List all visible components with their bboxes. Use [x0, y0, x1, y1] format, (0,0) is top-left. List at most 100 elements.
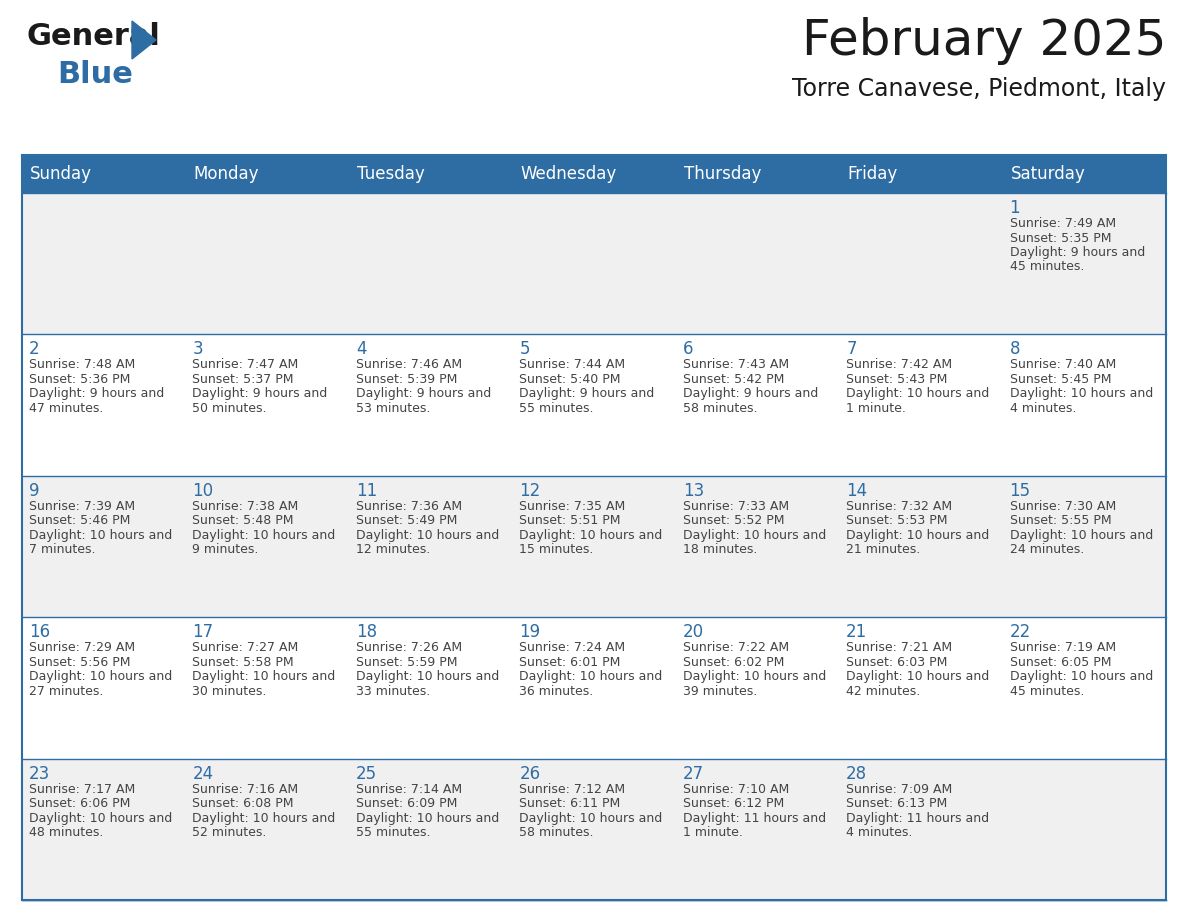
Text: Daylight: 9 hours and: Daylight: 9 hours and	[192, 387, 328, 400]
Text: Daylight: 10 hours and: Daylight: 10 hours and	[192, 670, 336, 683]
Text: Sunset: 6:06 PM: Sunset: 6:06 PM	[29, 797, 131, 810]
Text: 1 minute.: 1 minute.	[683, 826, 742, 839]
Text: 16: 16	[29, 623, 50, 641]
Text: 9 minutes.: 9 minutes.	[192, 543, 259, 556]
Text: 8: 8	[1010, 341, 1020, 358]
Text: 48 minutes.: 48 minutes.	[29, 826, 103, 839]
Text: Sunset: 5:49 PM: Sunset: 5:49 PM	[356, 514, 457, 527]
Text: February 2025: February 2025	[802, 17, 1165, 65]
Text: 18 minutes.: 18 minutes.	[683, 543, 757, 556]
Text: Torre Canavese, Piedmont, Italy: Torre Canavese, Piedmont, Italy	[792, 77, 1165, 101]
Text: Wednesday: Wednesday	[520, 165, 617, 183]
Text: 18: 18	[356, 623, 377, 641]
Text: 58 minutes.: 58 minutes.	[683, 402, 757, 415]
Text: Sunrise: 7:38 AM: Sunrise: 7:38 AM	[192, 499, 298, 513]
Text: Daylight: 10 hours and: Daylight: 10 hours and	[192, 529, 336, 542]
Text: Daylight: 10 hours and: Daylight: 10 hours and	[356, 529, 499, 542]
Bar	[23, 334, 1165, 476]
Text: Daylight: 10 hours and: Daylight: 10 hours and	[519, 812, 663, 824]
Text: 25: 25	[356, 765, 377, 783]
Text: 23: 23	[29, 765, 50, 783]
Text: 22: 22	[1010, 623, 1031, 641]
Text: Thursday: Thursday	[684, 165, 762, 183]
Text: 45 minutes.: 45 minutes.	[1010, 685, 1083, 698]
Text: Daylight: 9 hours and: Daylight: 9 hours and	[29, 387, 164, 400]
Text: 7 minutes.: 7 minutes.	[29, 543, 95, 556]
Text: Daylight: 10 hours and: Daylight: 10 hours and	[519, 529, 663, 542]
Text: Sunrise: 7:48 AM: Sunrise: 7:48 AM	[29, 358, 135, 372]
Text: 20: 20	[683, 623, 703, 641]
Text: Sunset: 6:13 PM: Sunset: 6:13 PM	[846, 797, 947, 810]
Text: Daylight: 11 hours and: Daylight: 11 hours and	[683, 812, 826, 824]
Text: Daylight: 10 hours and: Daylight: 10 hours and	[29, 670, 172, 683]
Text: 55 minutes.: 55 minutes.	[519, 402, 594, 415]
Text: Sunset: 6:03 PM: Sunset: 6:03 PM	[846, 655, 948, 668]
Text: Sunrise: 7:30 AM: Sunrise: 7:30 AM	[1010, 499, 1116, 513]
Text: Monday: Monday	[194, 165, 259, 183]
Text: Sunrise: 7:39 AM: Sunrise: 7:39 AM	[29, 499, 135, 513]
Text: Daylight: 10 hours and: Daylight: 10 hours and	[192, 812, 336, 824]
Text: 24 minutes.: 24 minutes.	[1010, 543, 1083, 556]
Text: 5: 5	[519, 341, 530, 358]
Text: Sunset: 6:05 PM: Sunset: 6:05 PM	[1010, 655, 1111, 668]
Text: 9: 9	[29, 482, 39, 499]
Text: Sunrise: 7:42 AM: Sunrise: 7:42 AM	[846, 358, 953, 372]
Text: 1: 1	[1010, 199, 1020, 217]
Text: 42 minutes.: 42 minutes.	[846, 685, 921, 698]
Text: Daylight: 10 hours and: Daylight: 10 hours and	[356, 670, 499, 683]
Text: Sunrise: 7:10 AM: Sunrise: 7:10 AM	[683, 783, 789, 796]
Text: 55 minutes.: 55 minutes.	[356, 826, 430, 839]
Text: Tuesday: Tuesday	[356, 165, 424, 183]
Text: Sunrise: 7:29 AM: Sunrise: 7:29 AM	[29, 641, 135, 655]
Text: Daylight: 9 hours and: Daylight: 9 hours and	[1010, 246, 1145, 259]
Text: Sunset: 5:59 PM: Sunset: 5:59 PM	[356, 655, 457, 668]
Text: 7: 7	[846, 341, 857, 358]
Text: 21: 21	[846, 623, 867, 641]
Text: Sunset: 5:46 PM: Sunset: 5:46 PM	[29, 514, 131, 527]
Text: 53 minutes.: 53 minutes.	[356, 402, 430, 415]
Text: Sunrise: 7:43 AM: Sunrise: 7:43 AM	[683, 358, 789, 372]
Text: Daylight: 9 hours and: Daylight: 9 hours and	[356, 387, 491, 400]
Text: Daylight: 11 hours and: Daylight: 11 hours and	[846, 812, 990, 824]
Text: Sunrise: 7:35 AM: Sunrise: 7:35 AM	[519, 499, 626, 513]
Text: Sunset: 5:43 PM: Sunset: 5:43 PM	[846, 373, 948, 386]
Text: 4: 4	[356, 341, 366, 358]
Text: Daylight: 10 hours and: Daylight: 10 hours and	[1010, 670, 1152, 683]
Text: 4 minutes.: 4 minutes.	[1010, 402, 1076, 415]
Text: 4 minutes.: 4 minutes.	[846, 826, 912, 839]
Text: Daylight: 10 hours and: Daylight: 10 hours and	[29, 529, 172, 542]
Text: 3: 3	[192, 341, 203, 358]
Text: 26: 26	[519, 765, 541, 783]
Text: Daylight: 10 hours and: Daylight: 10 hours and	[356, 812, 499, 824]
Text: Sunrise: 7:22 AM: Sunrise: 7:22 AM	[683, 641, 789, 655]
Text: Daylight: 10 hours and: Daylight: 10 hours and	[683, 670, 826, 683]
Bar	[23, 155, 1165, 900]
Text: 10: 10	[192, 482, 214, 499]
Text: 45 minutes.: 45 minutes.	[1010, 261, 1083, 274]
Text: General: General	[26, 22, 160, 51]
Bar	[23, 758, 1165, 900]
Text: Sunday: Sunday	[30, 165, 91, 183]
Text: Sunset: 5:35 PM: Sunset: 5:35 PM	[1010, 231, 1111, 244]
Text: Sunrise: 7:17 AM: Sunrise: 7:17 AM	[29, 783, 135, 796]
Text: Sunset: 5:48 PM: Sunset: 5:48 PM	[192, 514, 293, 527]
Text: Sunset: 5:55 PM: Sunset: 5:55 PM	[1010, 514, 1111, 527]
Text: Daylight: 10 hours and: Daylight: 10 hours and	[29, 812, 172, 824]
Text: Sunset: 5:42 PM: Sunset: 5:42 PM	[683, 373, 784, 386]
Text: Sunrise: 7:16 AM: Sunrise: 7:16 AM	[192, 783, 298, 796]
Text: 17: 17	[192, 623, 214, 641]
Text: 15: 15	[1010, 482, 1031, 499]
Text: 12 minutes.: 12 minutes.	[356, 543, 430, 556]
Text: 52 minutes.: 52 minutes.	[192, 826, 267, 839]
Text: Sunset: 5:52 PM: Sunset: 5:52 PM	[683, 514, 784, 527]
Text: 1 minute.: 1 minute.	[846, 402, 906, 415]
Text: Sunset: 6:01 PM: Sunset: 6:01 PM	[519, 655, 620, 668]
Text: Sunset: 5:37 PM: Sunset: 5:37 PM	[192, 373, 293, 386]
Text: 58 minutes.: 58 minutes.	[519, 826, 594, 839]
Text: 28: 28	[846, 765, 867, 783]
Text: Sunset: 5:36 PM: Sunset: 5:36 PM	[29, 373, 131, 386]
Text: Sunrise: 7:44 AM: Sunrise: 7:44 AM	[519, 358, 625, 372]
Text: 2: 2	[29, 341, 39, 358]
Text: Sunrise: 7:32 AM: Sunrise: 7:32 AM	[846, 499, 953, 513]
Text: Daylight: 10 hours and: Daylight: 10 hours and	[683, 529, 826, 542]
